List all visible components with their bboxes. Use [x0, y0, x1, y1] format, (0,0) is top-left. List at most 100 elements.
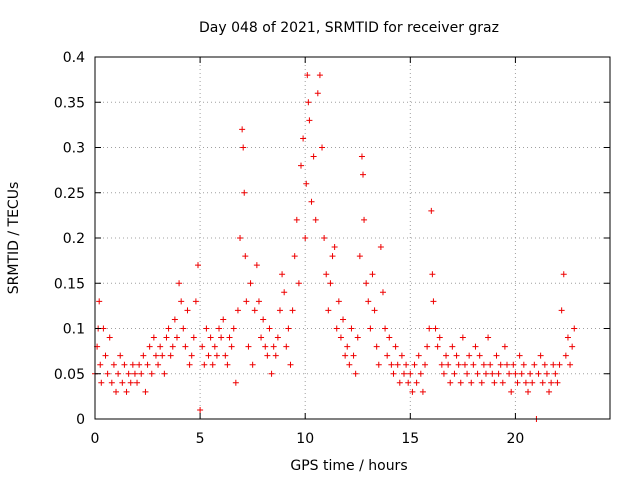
data-point [360, 171, 367, 178]
data-point [453, 352, 460, 359]
data-point [552, 370, 559, 377]
data-point [478, 379, 485, 386]
data-point [163, 334, 170, 341]
data-point [518, 370, 525, 377]
x-tick-label: 10 [296, 431, 314, 447]
data-point [140, 352, 147, 359]
data-point [409, 388, 416, 395]
data-point [279, 271, 286, 278]
x-tick-label: 15 [401, 431, 419, 447]
data-point [314, 90, 321, 97]
data-point [213, 352, 220, 359]
data-point [464, 370, 471, 377]
data-point [178, 298, 185, 305]
data-point [96, 298, 103, 305]
data-point [567, 361, 574, 368]
data-point [432, 325, 439, 332]
data-point [493, 352, 500, 359]
data-point [371, 307, 378, 314]
data-point [350, 352, 357, 359]
data-point [527, 370, 534, 377]
y-tick-label: 0.3 [63, 141, 85, 157]
x-axis-label: GPS time / hours [290, 458, 407, 474]
data-point [144, 361, 151, 368]
data-point [287, 361, 294, 368]
data-point [512, 370, 519, 377]
data-point [220, 316, 227, 323]
data-point [300, 135, 307, 142]
data-point [346, 361, 353, 368]
data-point [201, 361, 208, 368]
data-point [535, 370, 542, 377]
x-tick-labels: 0 5 10 15 20 [91, 431, 525, 447]
data-point [169, 343, 176, 350]
data-point [396, 379, 403, 386]
data-point [136, 361, 143, 368]
data-point [333, 325, 340, 332]
data-point [171, 316, 178, 323]
data-point [308, 198, 315, 205]
data-point [344, 343, 351, 350]
data-point [176, 280, 183, 287]
data-point [245, 343, 252, 350]
data-point [125, 370, 132, 377]
data-point [489, 370, 496, 377]
data-point [115, 370, 122, 377]
data-point [249, 361, 256, 368]
data-point [485, 334, 492, 341]
data-point [242, 253, 249, 260]
data-point [110, 361, 117, 368]
data-point [180, 325, 187, 332]
data-point [119, 379, 126, 386]
data-point [304, 72, 311, 79]
data-point [480, 361, 487, 368]
data-point [560, 271, 567, 278]
data-point [331, 244, 338, 251]
data-point [554, 379, 561, 386]
data-point [255, 298, 262, 305]
data-point [337, 334, 344, 341]
data-point [415, 352, 422, 359]
data-point [342, 352, 349, 359]
y-tick-label: 0 [76, 412, 85, 428]
data-point [157, 343, 164, 350]
data-point [108, 379, 115, 386]
data-point [270, 343, 277, 350]
data-point [161, 370, 168, 377]
data-point [319, 144, 326, 151]
data-point [241, 189, 248, 196]
data-point [310, 153, 317, 160]
data-point [375, 361, 382, 368]
data-point [390, 370, 397, 377]
data-point [264, 352, 271, 359]
data-point [155, 361, 162, 368]
data-point [205, 352, 212, 359]
data-point [449, 343, 456, 350]
data-point [216, 325, 223, 332]
data-point [550, 361, 557, 368]
data-point [537, 352, 544, 359]
data-point [546, 388, 553, 395]
data-point [165, 325, 172, 332]
data-point [100, 325, 107, 332]
data-point [340, 316, 347, 323]
data-point [293, 216, 300, 223]
data-point [117, 352, 124, 359]
data-point [417, 370, 424, 377]
data-point [335, 298, 342, 305]
data-point [419, 388, 426, 395]
data-point [276, 307, 283, 314]
data-point [209, 361, 216, 368]
data-point [434, 343, 441, 350]
data-point [274, 334, 281, 341]
y-tick-label: 0.1 [63, 322, 85, 338]
data-point [539, 379, 546, 386]
data-point [305, 99, 312, 106]
data-point [138, 370, 145, 377]
data-point [106, 334, 113, 341]
data-point [251, 307, 258, 314]
data-point [504, 361, 510, 368]
data-point [184, 307, 191, 314]
data-point [262, 343, 269, 350]
data-point [104, 370, 111, 377]
